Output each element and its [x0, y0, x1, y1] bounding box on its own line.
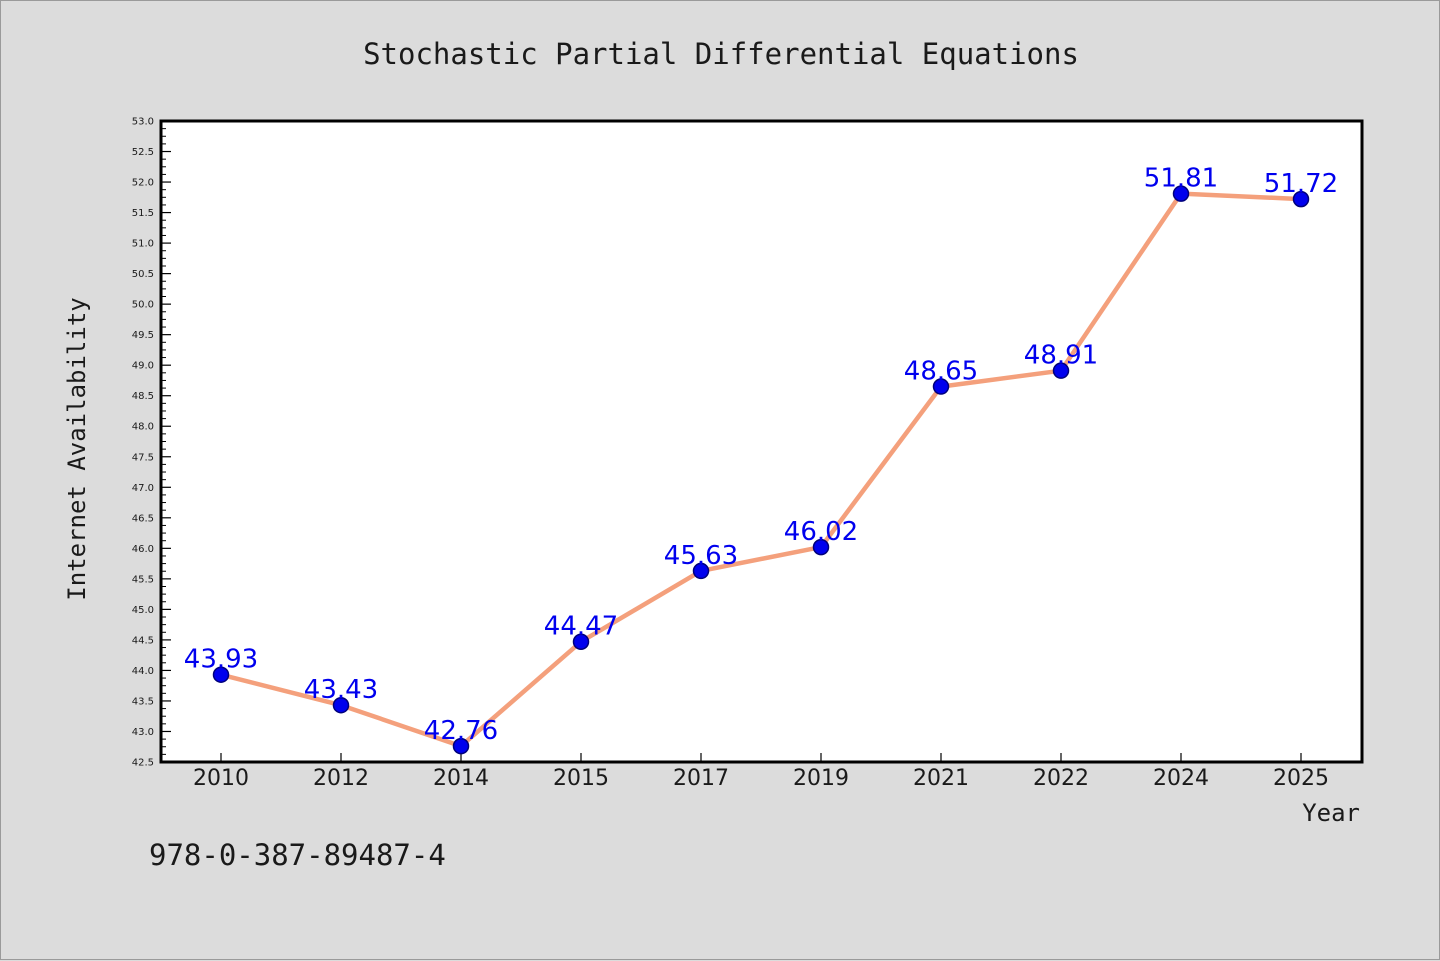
y-tick-label: 47.0: [132, 483, 154, 494]
y-tick-label: 44.5: [132, 635, 154, 646]
x-tick-label: 2021: [913, 766, 969, 791]
x-tick-label: 2024: [1153, 766, 1209, 791]
y-tick-label: 51.0: [132, 239, 154, 250]
data-label: 44.47: [544, 612, 618, 642]
data-point: [812, 538, 830, 556]
data-label: 42.76: [424, 716, 498, 746]
data-point: [1172, 185, 1190, 202]
data-label: 48.91: [1024, 341, 1098, 371]
y-tick-label: 45.5: [132, 574, 154, 585]
y-tick-label: 46.0: [132, 544, 154, 555]
y-axis-ticks: 42.5 43.0 43.5 44.0 44.5 45.0 45.5 46.0 46.5 47.0…: [132, 117, 171, 769]
data-point: [332, 696, 350, 714]
y-tick-label: 45.0: [132, 605, 154, 616]
y-tick-label: 43.5: [132, 696, 154, 707]
series-line: [218, 191, 1304, 749]
data-label: 45.63: [664, 541, 738, 571]
y-axis-label: Internet Availability: [63, 297, 91, 600]
data-point: [212, 666, 230, 683]
data-label: 51.81: [1144, 164, 1218, 194]
y-tick-label: 43.0: [132, 727, 154, 738]
data-point: [1292, 190, 1310, 208]
y-tick-label: 52.0: [132, 178, 154, 189]
data-point: [572, 633, 590, 650]
isbn-text: 978-0-387-89487-4: [149, 838, 446, 872]
data-labels: 43.93 43.43 42.76 44.47 45.63 46.02 48.65 48.91…: [184, 164, 1338, 746]
x-tick-label: 2025: [1273, 766, 1329, 791]
data-label: 51.72: [1264, 169, 1338, 199]
data-point: [452, 737, 470, 755]
x-axis-label: Year: [1302, 799, 1360, 827]
data-label: 43.93: [184, 645, 258, 675]
x-tick-label: 2014: [433, 766, 489, 791]
y-tick-label: 49.5: [132, 330, 154, 341]
x-tick-label: 2012: [313, 766, 369, 791]
y-tick-label: 46.5: [132, 513, 154, 524]
x-tick-label: 2019: [793, 766, 849, 791]
y-tick-label: 48.5: [132, 391, 154, 402]
data-point: [1052, 362, 1070, 379]
x-tick-label: 2010: [193, 766, 249, 791]
series-line-group: [218, 191, 1304, 749]
y-tick-label: 50.5: [132, 269, 154, 280]
y-tick-label: 42.5: [132, 758, 154, 769]
plot-area: [159, 119, 1364, 764]
data-point: [692, 562, 710, 580]
data-label: 48.65: [904, 357, 978, 387]
y-tick-label: 44.0: [132, 666, 154, 677]
chart-title: Stochastic Partial Differential Equation…: [363, 37, 1079, 71]
x-tick-label: 2015: [553, 766, 609, 791]
y-tick-label: 49.0: [132, 361, 154, 372]
data-label: 43.43: [304, 675, 378, 705]
data-point: [932, 378, 950, 395]
data-label: 46.02: [784, 517, 858, 547]
y-tick-label: 53.0: [132, 117, 154, 128]
y-tick-label: 51.5: [132, 208, 154, 219]
x-axis-ticks: 2010 2012 2014 2015 2017 2019 2021 2022 2024 2025: [193, 753, 1329, 791]
y-tick-label: 48.0: [132, 422, 154, 433]
y-tick-label: 47.5: [132, 452, 154, 463]
y-tick-label: 50.0: [132, 300, 154, 311]
data-markers: [212, 185, 1310, 755]
x-tick-label: 2017: [673, 766, 729, 791]
x-tick-label: 2022: [1033, 766, 1089, 791]
y-tick-label: 52.5: [132, 147, 154, 158]
